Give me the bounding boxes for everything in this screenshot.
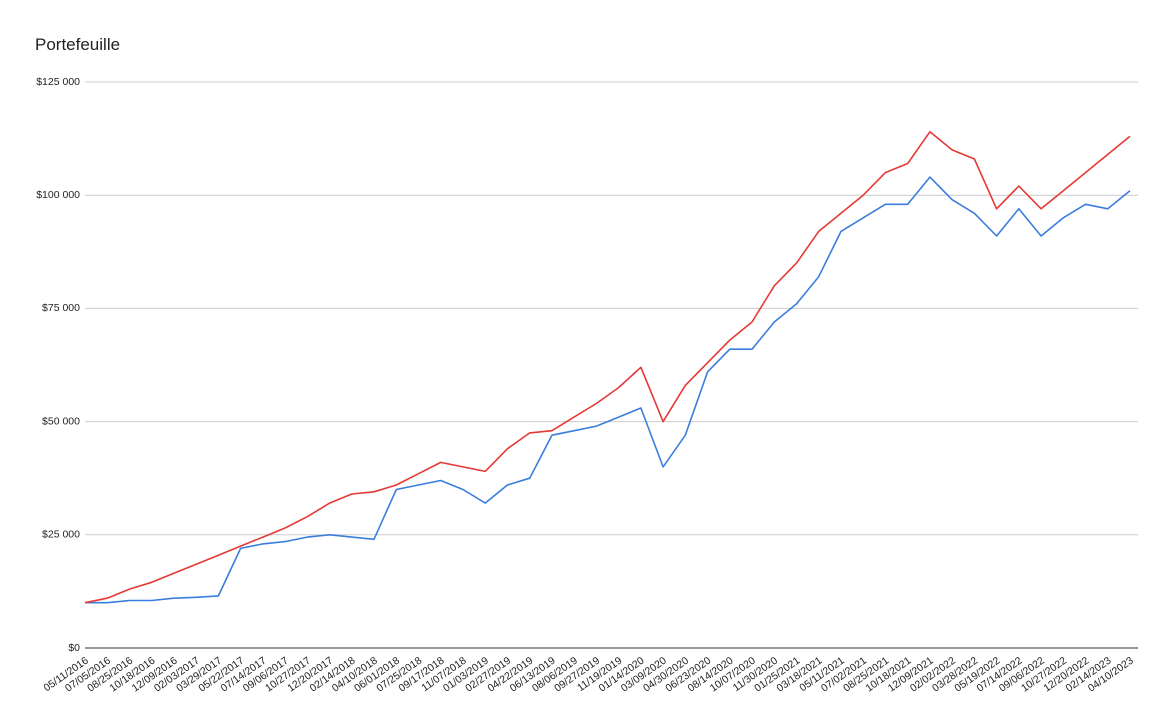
y-tick-label: $25 000 xyxy=(42,529,80,541)
chart-title: Portefeuille xyxy=(35,35,120,54)
series-line xyxy=(84,131,1131,604)
y-tick-label: $50 000 xyxy=(42,415,80,427)
y-tick-label: $75 000 xyxy=(42,302,80,314)
y-tick-label: $125 000 xyxy=(36,76,80,88)
y-tick-label: $0 xyxy=(68,642,80,654)
series-line xyxy=(85,176,1131,604)
y-tick-label: $100 000 xyxy=(36,189,80,201)
